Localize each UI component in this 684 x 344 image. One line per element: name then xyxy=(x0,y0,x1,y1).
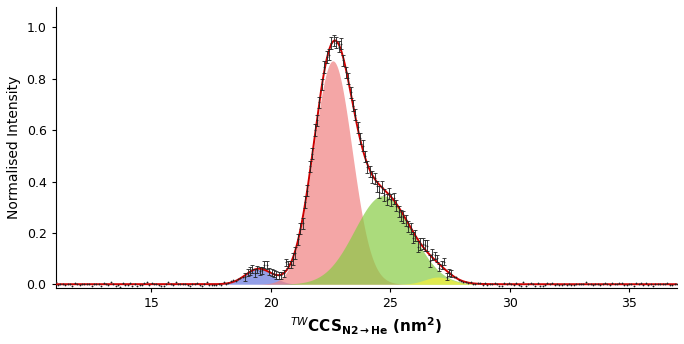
X-axis label: $^{TW}$$\mathbf{CCS}_{\mathbf{N2{\rightarrow}He}}\ \mathbf{(nm^2)}$: $^{TW}$$\mathbf{CCS}_{\mathbf{N2{\righta… xyxy=(291,316,442,337)
Y-axis label: Normalised Intensity: Normalised Intensity xyxy=(7,76,21,219)
